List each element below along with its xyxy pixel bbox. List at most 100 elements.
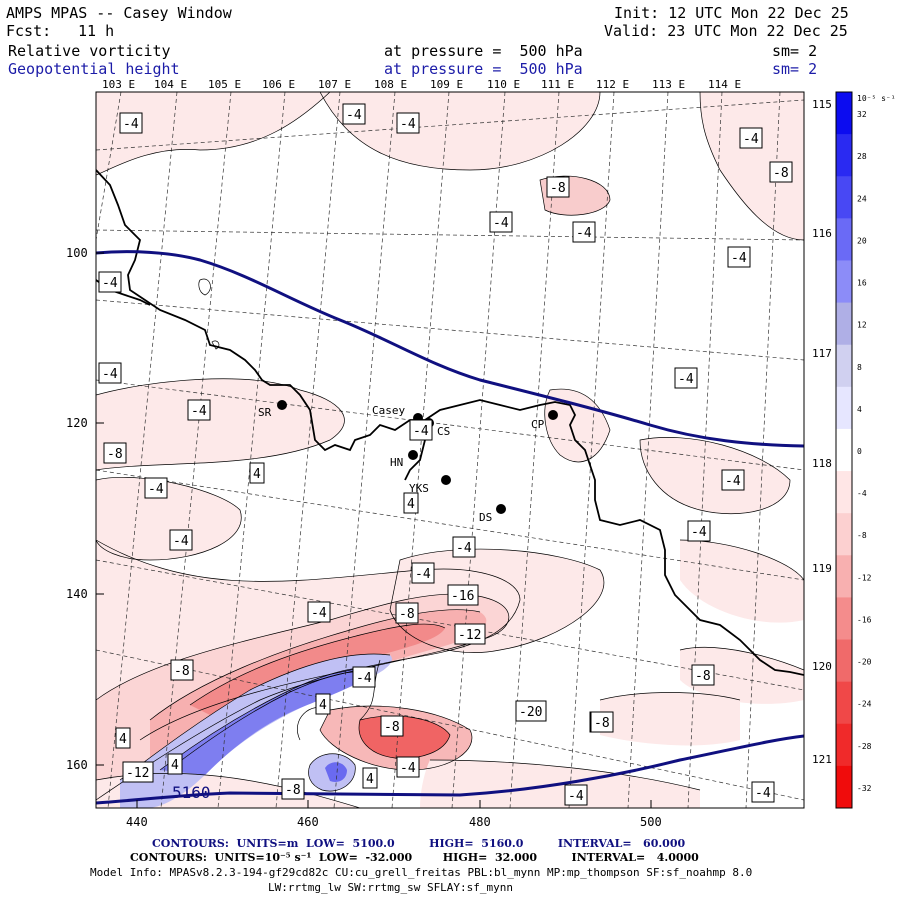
longitude-label: 104 E: [154, 78, 187, 91]
field2-smoothing: sm= 2: [772, 60, 818, 78]
contour-label-box: [721, 469, 745, 491]
colorbar-swatch: [836, 260, 852, 304]
colorbar-swatch: [836, 134, 852, 177]
contour-label-text: -4: [743, 132, 759, 147]
contour-label-box: [362, 767, 378, 789]
station-dot-ds[interactable]: [496, 504, 506, 514]
contour-label-text: -8: [174, 664, 190, 679]
longitude-label: 113 E: [652, 78, 685, 91]
contour-label-box: [411, 562, 435, 584]
contour-label-text: -8: [285, 783, 301, 798]
valid-time: Valid: 23 UTC Mon 22 Dec 25: [604, 22, 848, 40]
contour-label-text: -4: [755, 786, 771, 801]
contour-label-text: -4: [123, 117, 139, 132]
init-time: Init: 12 UTC Mon 22 Dec 25: [614, 4, 849, 22]
longitude-label: 114 E: [708, 78, 741, 91]
colorbar-tick-label: -32: [857, 784, 872, 793]
station-dot-cp[interactable]: [548, 410, 558, 420]
y-axis-labels: 100 120 140 160: [66, 246, 88, 772]
station-dot-sr[interactable]: [277, 400, 287, 410]
colorbar-swatch: [836, 555, 852, 598]
contour-label-text: -4: [148, 482, 164, 497]
colorbar-tick-label: -8: [857, 531, 867, 540]
colorbar-tick-label: 16: [857, 279, 867, 288]
colorbar-swatch: [836, 344, 852, 388]
x-tick-label: 460: [297, 815, 319, 829]
contour-label-text: -4: [493, 216, 509, 231]
contour-label-text: -20: [519, 705, 542, 720]
contour-label-box: [489, 211, 513, 233]
colorbar-tick-label: 0: [857, 447, 862, 456]
contour-label-text: 4: [119, 732, 127, 747]
contour-label-text: -16: [451, 589, 474, 604]
colorbar-swatch: [836, 92, 852, 135]
longitude-label: 108 E: [374, 78, 407, 91]
colorbar-tick-label: -4: [857, 489, 867, 498]
contour-label-box: [396, 112, 420, 134]
contour-label-text: -4: [731, 251, 747, 266]
graticule-latitude-lines: [96, 99, 804, 801]
field1-smoothing: sm= 2: [772, 42, 818, 60]
contour-label-box: [769, 161, 793, 183]
contour-label-text: -4: [356, 671, 372, 686]
contour-label-text: -4: [400, 117, 416, 132]
contour-label-text: -12: [126, 766, 149, 781]
contour-label-box: [409, 419, 433, 441]
station-dot-hn[interactable]: [408, 450, 418, 460]
contour-labels: -4 -4 -4 -4 -8 -8 -4 -4 -4 -4 -4 -4 -4 -8 -4 4 -4 4 -4 -4 -4…: [98, 103, 793, 806]
colorbar-swatch: [836, 302, 852, 346]
y-tick-label: 100: [66, 246, 88, 260]
contour-label-box: [315, 693, 331, 715]
x-tick-label: 480: [469, 815, 491, 829]
contour-label-box: [454, 623, 486, 645]
station-label-ds: DS: [479, 511, 492, 524]
field1-level: at pressure = 500 hPa: [384, 42, 583, 60]
colorbar-tick-label: -16: [857, 615, 872, 624]
longitude-label: 109 E: [430, 78, 463, 91]
longitude-label: 111 E: [541, 78, 574, 91]
station-label-casey: Casey: [372, 404, 405, 417]
x-tick-label: 500: [640, 815, 662, 829]
contour-label-box: [98, 271, 122, 293]
y-tick-label: 120: [66, 416, 88, 430]
colorbar-tick-label: 8: [857, 363, 862, 372]
contour-label-box: [751, 781, 775, 803]
contour-label-text: -8: [594, 716, 610, 731]
contour-label-box: [115, 727, 131, 749]
longitude-label: 107 E: [318, 78, 351, 91]
colorbar-tick-label: -28: [857, 742, 872, 751]
model-title: AMPS MPAS -- Casey Window: [6, 4, 232, 22]
contour-label-box: [395, 602, 419, 624]
contour-label-box: [119, 112, 143, 134]
colorbar: 32 28 24 20 16 12 8 4 0 -4 -8 -12 -16 -20 -24 -28 -32: [835, 91, 872, 809]
contour-label-text: 4: [253, 467, 261, 482]
field2-name: Geopotential height: [8, 60, 180, 78]
contour-label-text: -4: [568, 789, 584, 804]
contour-label-box: [170, 659, 194, 681]
contour-label-box: [380, 715, 404, 737]
colorbar-frame: [835, 91, 853, 809]
colorbar-swatch: [836, 513, 852, 556]
footer-vorticity-contours: CONTOURS: UNITS=10⁻⁵ s⁻¹ LOW= -32.000 HI…: [130, 851, 699, 864]
colorbar-swatch: [836, 386, 852, 430]
colorbar-swatch: [836, 723, 852, 767]
colorbar-tick-label: 4: [857, 405, 862, 414]
contour-label-box: [727, 246, 751, 268]
field1-name: Relative vorticity: [8, 42, 171, 60]
contour-label-box: [564, 784, 588, 806]
colorbar-swatch: [836, 681, 852, 725]
longitude-label: 112 E: [596, 78, 629, 91]
contour-label-box: [187, 399, 211, 421]
x-tick-label: 440: [126, 815, 148, 829]
colorbar-tick-label: -24: [857, 700, 872, 709]
station-dot-yks[interactable]: [441, 475, 451, 485]
contour-label-box: [249, 462, 265, 484]
station-label-yks: YKS: [409, 482, 429, 495]
contour-label-text: -4: [311, 606, 327, 621]
contour-label-box: [122, 761, 154, 783]
station-labels: SR Casey CS HN YKS DS CP: [258, 404, 545, 524]
contour-label-text: -4: [413, 424, 429, 439]
contour-label-text: 4: [407, 497, 415, 512]
height-contour-label: 5160: [172, 783, 211, 802]
contour-label-text: -4: [191, 404, 207, 419]
